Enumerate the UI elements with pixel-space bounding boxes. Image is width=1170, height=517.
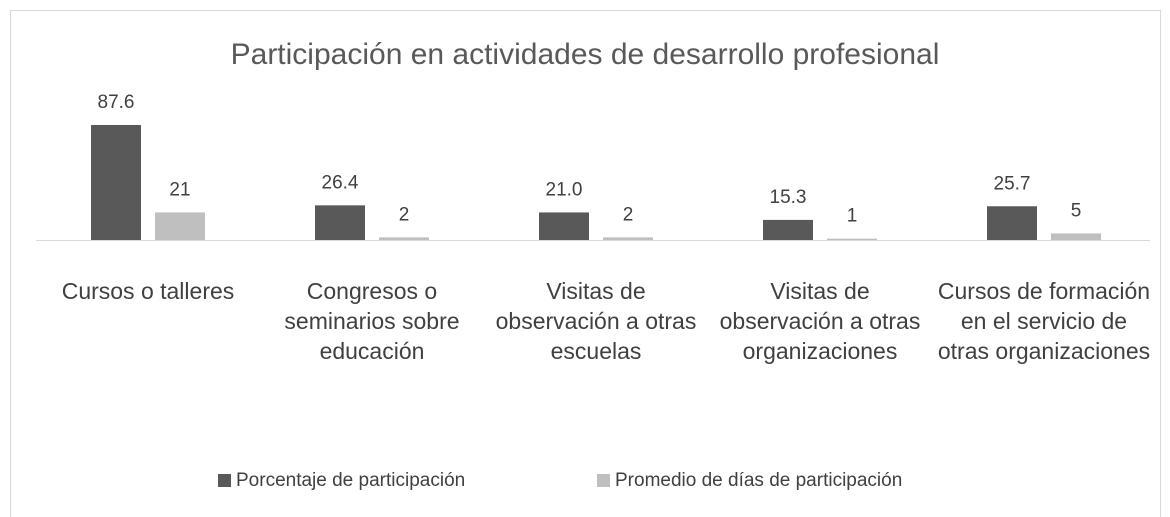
data-label: 1 [847,206,858,227]
data-label: 5 [1071,200,1082,221]
x-tick-label: Visitas de observación a otras escuelas [495,278,697,364]
x-tick-label: Cursos o talleres [61,278,235,304]
bar [827,238,877,240]
data-label: 25.7 [994,173,1031,194]
data-label: 21.0 [546,179,583,200]
bar [1051,233,1101,240]
bar [315,205,365,240]
legend-label: Promedio de días de participación [615,470,902,491]
legend-label: Porcentaje de participación [236,470,465,491]
legend-swatch [218,474,231,487]
chart-title: Participación en actividades de desarrol… [231,38,940,71]
data-label: 2 [623,204,634,225]
bar [603,237,653,240]
bar [91,124,141,240]
x-tick-label: Congresos o seminarios sobre educación [284,278,460,364]
data-label: 87.6 [98,92,135,113]
bar [379,237,429,240]
legend-swatch [597,474,610,487]
bar [155,212,205,240]
data-label: 26.4 [322,172,359,193]
x-tick-label: Cursos de formación en el servicio de ot… [937,278,1151,364]
data-label: 2 [399,204,410,225]
bar [539,212,589,240]
data-label: 21 [169,179,190,200]
chart-border [10,10,1161,517]
bar [987,206,1037,240]
bar [763,219,813,240]
data-label: 15.3 [770,187,807,208]
x-tick-label: Visitas de observación a otras organizac… [719,278,921,364]
